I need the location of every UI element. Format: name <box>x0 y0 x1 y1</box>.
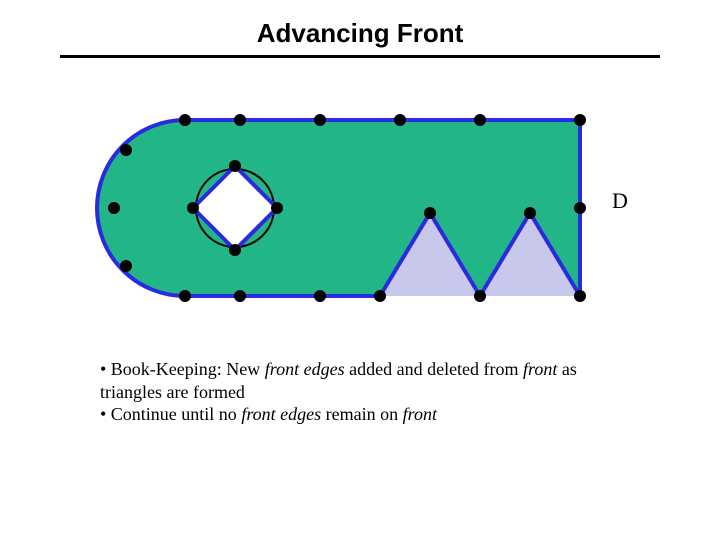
bullet-1-text-2: added and deleted from <box>345 359 523 379</box>
bullet-2-italic-2: front <box>403 404 437 424</box>
bullet-2: • Continue until no front edges remain o… <box>100 403 620 426</box>
bullet-1: • Book-Keeping: New front edges added an… <box>100 358 620 403</box>
bullet-list: • Book-Keeping: New front edges added an… <box>100 358 620 426</box>
page-title: Advancing Front <box>0 18 720 49</box>
bullet-2-text-2: remain on <box>321 404 402 424</box>
bullet-1-italic-1: front edges <box>265 359 345 379</box>
bullet-2-text: • Continue until no <box>100 404 241 424</box>
label-d: D <box>612 188 628 214</box>
bullet-1-italic-2: front <box>523 359 557 379</box>
diagram-area: D <box>0 58 720 358</box>
bullet-2-italic-1: front edges <box>241 404 321 424</box>
bullet-1-text: • Book-Keeping: New <box>100 359 265 379</box>
